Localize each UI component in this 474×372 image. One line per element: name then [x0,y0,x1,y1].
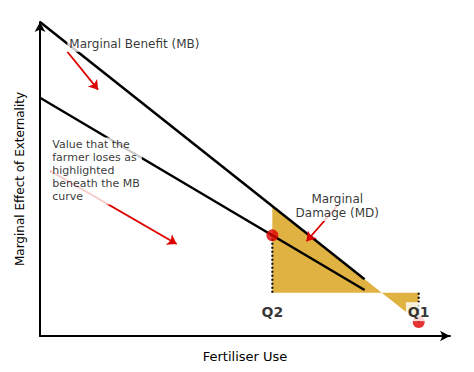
svg-text:Marginal: Marginal [311,192,363,206]
svg-text:curve: curve [52,190,83,203]
svg-text:Value that the: Value that the [52,138,130,151]
svg-text:beneath the MB: beneath the MB [52,177,140,190]
svg-text:farmer loses as: farmer loses as [52,151,137,164]
svg-text:Damage (MD): Damage (MD) [296,206,379,220]
svg-text:Marginal Benefit (MB): Marginal Benefit (MB) [69,37,199,51]
svg-text:Fertiliser Use: Fertiliser Use [203,349,288,364]
svg-text:Q2: Q2 [262,304,284,320]
svg-text:Q1: Q1 [408,304,430,320]
svg-text:highlighted: highlighted [52,164,114,177]
svg-text:Marginal Effect of Externality: Marginal Effect of Externality [13,92,27,266]
